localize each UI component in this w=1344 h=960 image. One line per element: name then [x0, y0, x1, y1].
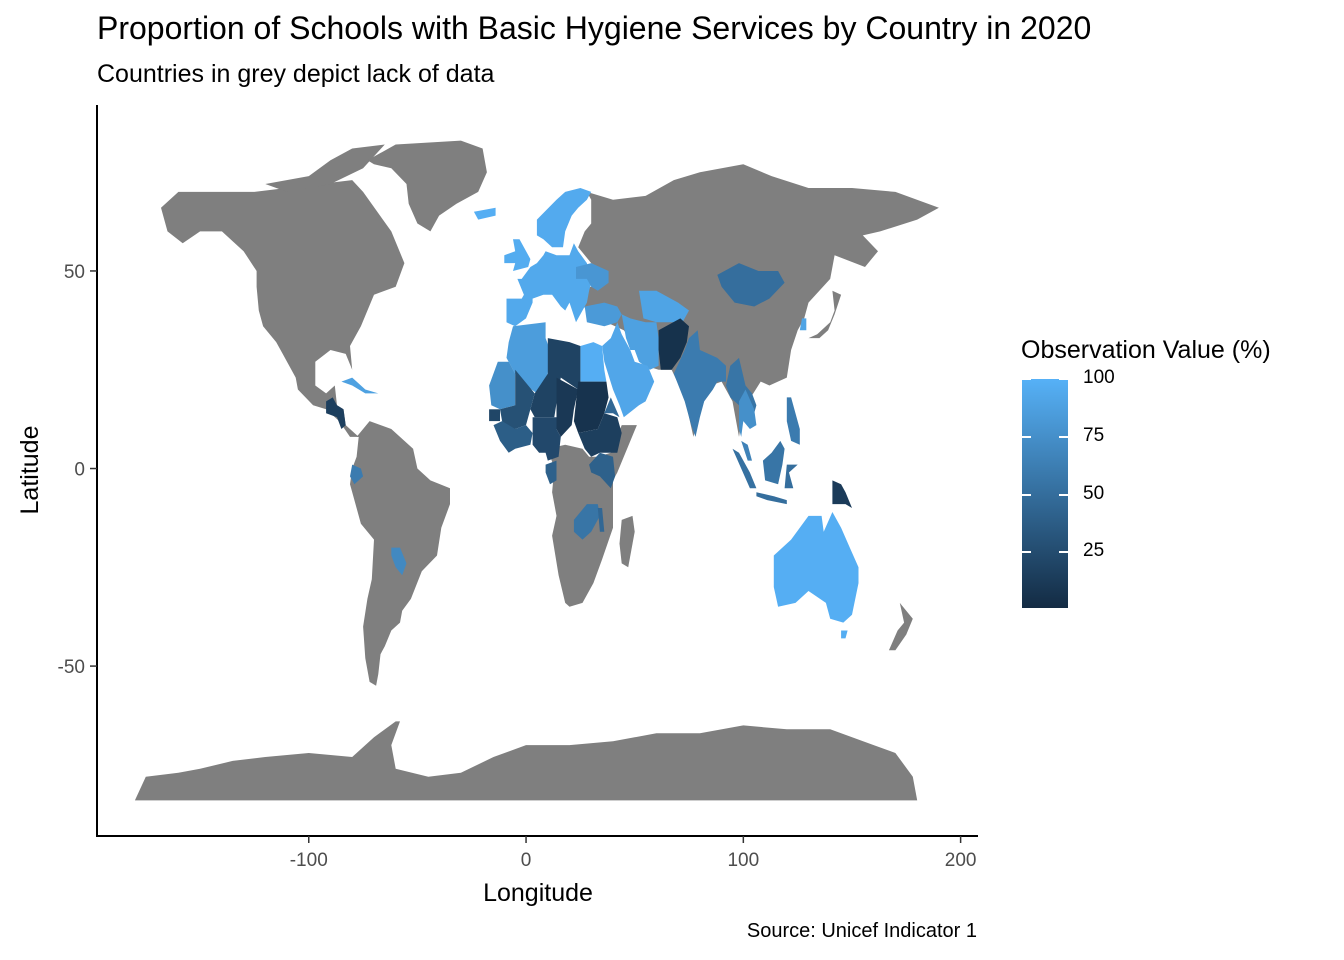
region-ecuador — [350, 464, 364, 485]
legend-tick — [1022, 493, 1031, 496]
x-tick-label: 200 — [945, 850, 977, 871]
legend-tick — [1059, 551, 1068, 554]
region-turkey — [584, 302, 622, 327]
x-tick-label: 0 — [521, 850, 532, 871]
chart-subtitle: Countries in grey depict lack of data — [97, 60, 495, 88]
region-mauritania-western-sahara — [489, 361, 516, 410]
region-south-asia — [673, 330, 726, 437]
region-nodata-madagascar — [619, 515, 635, 568]
region-zambia — [573, 504, 600, 540]
region-libya-niger — [530, 338, 581, 418]
region-caribbean — [341, 377, 379, 394]
region-nodata-new-zealand — [888, 602, 913, 651]
x-tick-label: 100 — [727, 850, 759, 871]
legend-tick — [1022, 435, 1031, 438]
region-nodata-north-america — [161, 180, 405, 437]
region-uganda-kenya — [589, 452, 616, 489]
region-eritrea — [604, 397, 620, 418]
legend-title: Observation Value (%) — [1021, 336, 1271, 364]
region-malay-peninsula — [741, 440, 752, 461]
region-britain-ireland — [504, 239, 531, 271]
region-gabon — [545, 460, 557, 485]
region-nodata-japan — [808, 290, 842, 339]
legend-tick — [1059, 493, 1068, 496]
legend-tick — [1059, 435, 1068, 438]
region-south-sudan-ethiopia — [578, 413, 622, 457]
chart-title: Proportion of Schools with Basic Hygiene… — [97, 10, 1092, 46]
x-axis-title: Longitude — [483, 879, 593, 907]
region-thailand-cambodia — [739, 389, 757, 437]
region-nodata-canadian-arctic-archipelago — [265, 144, 385, 192]
region-papua-new-guinea — [832, 480, 852, 508]
legend-colorbar — [1022, 379, 1068, 608]
legend-label: 25 — [1083, 540, 1105, 562]
region-nodata-greenland — [367, 140, 487, 232]
region-philippines — [786, 397, 800, 445]
region-central-asia — [639, 290, 689, 323]
x-tick-label: -100 — [290, 850, 328, 871]
region-sulawesi — [784, 464, 798, 489]
region-nigeria-cameroon — [532, 417, 561, 461]
y-tick-label: 0 — [74, 460, 85, 481]
y-tick-label: 50 — [64, 262, 85, 283]
region-scandinavia — [536, 188, 592, 248]
region-nodata-antarctica — [134, 721, 918, 801]
region-borneo — [762, 440, 785, 485]
region-europe — [506, 243, 592, 327]
region-australia — [773, 512, 859, 623]
legend-label: 75 — [1083, 424, 1105, 446]
region-south-korea — [799, 318, 807, 331]
legend-label: 50 — [1083, 482, 1105, 504]
region-chad — [556, 377, 579, 437]
region-iceland — [473, 207, 496, 220]
region-mali-burkina — [500, 369, 535, 429]
region-ukraine — [576, 263, 609, 291]
region-egypt — [580, 342, 607, 382]
region-senegal — [489, 409, 500, 422]
legend-label: 100 — [1083, 367, 1115, 388]
region-arabia-levant — [602, 322, 655, 418]
axis-ticks: -100 0 100 200 -50 0 50 — [58, 262, 977, 871]
region-sumatra — [732, 448, 757, 489]
region-afghanistan-pakistan — [658, 318, 689, 370]
region-java-lesser-sunda — [756, 492, 787, 505]
region-tasmania — [841, 630, 848, 639]
region-malawi — [597, 508, 605, 532]
y-tick-label: -50 — [58, 657, 85, 678]
region-central-america — [326, 397, 346, 429]
legend-tick — [1059, 378, 1068, 380]
legend-tick — [1022, 551, 1031, 554]
region-paraguay — [391, 547, 407, 576]
region-sudan — [573, 381, 609, 433]
region-mongolia — [717, 263, 785, 307]
chart-caption: Source: Unicef Indicator 1 — [746, 920, 977, 942]
no-data-layer — [134, 140, 939, 801]
data-layer — [326, 188, 859, 639]
y-axis-title: Latitude — [16, 426, 44, 515]
region-west-africa-coast — [493, 421, 533, 453]
region-iran — [621, 314, 659, 370]
legend-tick — [1022, 378, 1031, 380]
